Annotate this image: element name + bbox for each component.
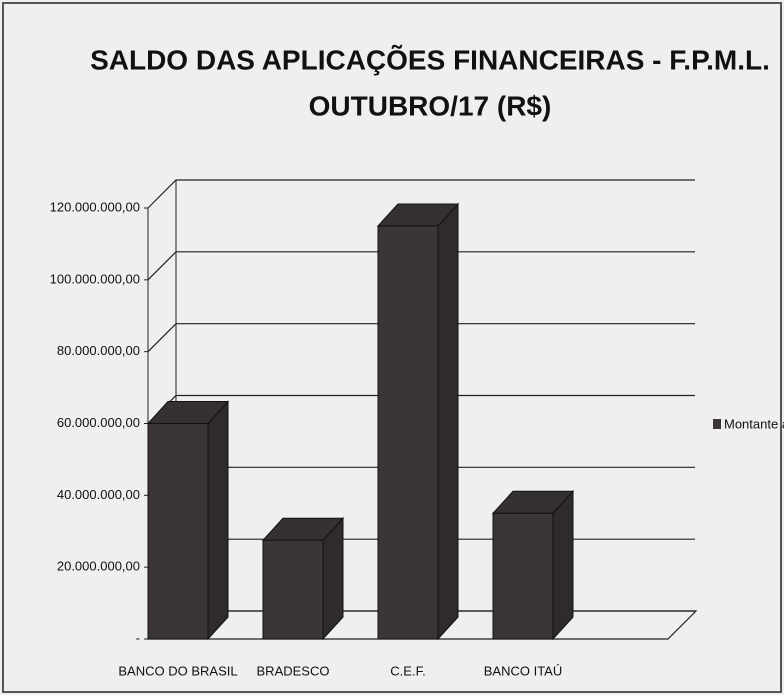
x-tick-label: C.E.F. bbox=[390, 663, 425, 678]
chart-title: SALDO DAS APLICAÇÕES FINANCEIRAS - F.P.M… bbox=[90, 44, 770, 75]
bar bbox=[262, 539, 324, 640]
bar bbox=[492, 512, 554, 640]
legend-swatch bbox=[713, 419, 721, 429]
y-tick-label: 80.000.000,00 bbox=[57, 343, 140, 358]
y-tick-label: 60.000.000,00 bbox=[57, 415, 140, 430]
x-tick-label: BANCO ITAÚ bbox=[484, 663, 563, 678]
y-tick-label: 120.000.000,00 bbox=[50, 199, 140, 214]
bar bbox=[147, 423, 209, 640]
bar bbox=[377, 225, 439, 640]
y-tick-label: 40.000.000,00 bbox=[57, 487, 140, 502]
bar-side bbox=[437, 202, 459, 641]
bar-side bbox=[552, 489, 574, 641]
bar-side bbox=[207, 400, 229, 641]
y-tick-label: 20.000.000,00 bbox=[57, 559, 140, 574]
y-tick-label: - bbox=[136, 630, 140, 645]
y-tick-label: 100.000.000,00 bbox=[50, 271, 140, 286]
legend-label: Montante aplicado bbox=[724, 416, 784, 431]
chart-title: OUTUBRO/17 (R$) bbox=[309, 90, 552, 121]
x-tick-label: BANCO DO BRASIL bbox=[118, 663, 237, 678]
x-tick-label: BRADESCO bbox=[257, 663, 330, 678]
